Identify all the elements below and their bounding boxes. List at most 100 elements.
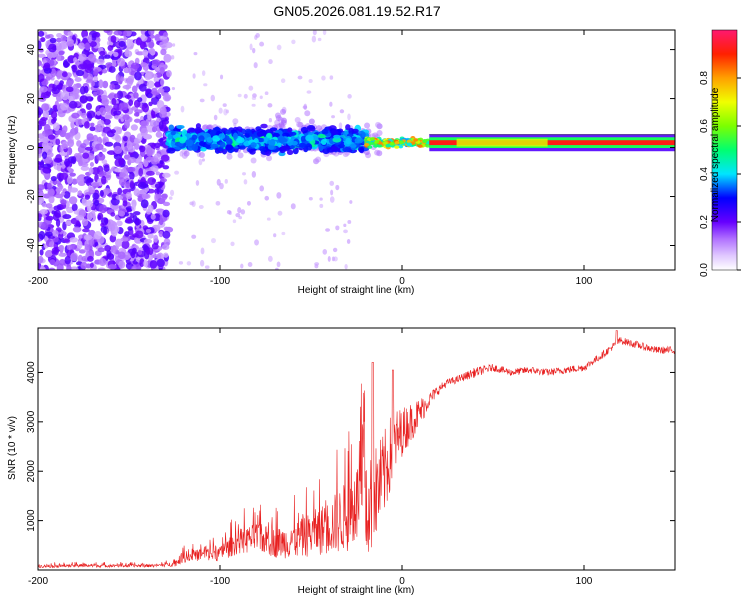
spectrogram-xtick-label: 100 xyxy=(576,276,593,287)
heat-cell xyxy=(170,130,176,136)
heat-cell xyxy=(240,209,246,215)
heat-cell xyxy=(51,247,59,256)
spectrogram-x-label: Height of straight line (km) xyxy=(298,285,415,296)
snr-xtick-label: 100 xyxy=(576,576,593,587)
heat-cell xyxy=(120,237,129,242)
heat-cell xyxy=(374,149,381,156)
heat-cell xyxy=(60,199,67,206)
heat-cell xyxy=(71,178,78,185)
heat-cell xyxy=(76,176,85,185)
heat-cell xyxy=(243,179,248,185)
heat-cell xyxy=(367,145,373,149)
heat-cell xyxy=(172,43,176,47)
heat-cell xyxy=(69,90,75,96)
heat-cell xyxy=(69,172,76,177)
heat-cell xyxy=(176,124,185,130)
heat-cell xyxy=(76,240,83,249)
heat-cell xyxy=(225,144,234,151)
heat-cell xyxy=(122,30,128,37)
heat-cell xyxy=(348,127,355,135)
heat-cell xyxy=(319,203,324,208)
heat-cell xyxy=(349,143,357,148)
heat-cell xyxy=(38,230,46,240)
heat-cell xyxy=(198,204,204,210)
heat-cell xyxy=(84,243,90,251)
heat-cell xyxy=(116,90,124,100)
heat-cell xyxy=(308,79,313,84)
heat-cell xyxy=(161,244,170,251)
heat-cell xyxy=(66,264,72,270)
spectrogram-x-ticks: -200 -100 0 100 xyxy=(28,30,593,287)
heat-cell xyxy=(228,210,232,215)
heat-cell xyxy=(321,129,329,135)
heat-cell xyxy=(124,94,132,99)
heat-cell xyxy=(64,255,71,265)
heat-cell xyxy=(407,142,413,147)
spectrogram-xtick-label: -200 xyxy=(28,276,48,287)
heat-cell xyxy=(117,57,126,67)
heat-cell xyxy=(308,118,315,125)
heat-cell xyxy=(108,66,116,73)
heat-cell xyxy=(224,179,228,184)
heat-cell xyxy=(127,226,133,231)
heat-cell xyxy=(142,49,149,57)
heat-cell xyxy=(60,102,69,111)
heat-cell xyxy=(65,86,74,93)
heat-cell xyxy=(329,101,333,107)
spectrogram-y-ticks: -40 -20 0 20 40 xyxy=(26,44,675,253)
heat-cell xyxy=(272,132,280,138)
heat-cell xyxy=(97,94,103,103)
snr-plot-area xyxy=(38,328,675,570)
heat-cell xyxy=(254,239,259,246)
heat-cell xyxy=(67,95,74,101)
heat-cell xyxy=(211,237,216,244)
heat-cell xyxy=(333,134,341,139)
heat-cell xyxy=(159,159,164,165)
heat-cell xyxy=(44,231,53,237)
heat-cell xyxy=(94,68,99,76)
heat-cell xyxy=(417,144,423,148)
heat-cell xyxy=(218,133,226,140)
heat-cell xyxy=(201,158,205,162)
heat-cell xyxy=(55,218,61,228)
heat-cell xyxy=(45,203,53,209)
heat-cell xyxy=(240,263,244,269)
heat-cell xyxy=(250,157,257,164)
heat-cell xyxy=(162,165,170,170)
heat-cell xyxy=(152,107,162,112)
heat-cell xyxy=(191,200,196,208)
heat-cell xyxy=(60,91,70,101)
heat-cell xyxy=(200,247,205,255)
heat-cell xyxy=(113,93,119,99)
heat-cell xyxy=(204,265,210,269)
heat-cell xyxy=(104,54,111,59)
snr-ytick-label: 1000 xyxy=(26,509,37,532)
heat-cell xyxy=(148,48,156,55)
heat-cell xyxy=(143,260,149,268)
heat-cell xyxy=(69,237,79,243)
heat-cell xyxy=(358,146,365,153)
heat-cell xyxy=(130,62,140,70)
heat-cell xyxy=(160,78,165,87)
heat-cell xyxy=(113,30,123,36)
heat-cell xyxy=(344,263,348,270)
heat-cell xyxy=(333,256,338,262)
heat-cell xyxy=(385,143,391,148)
heat-cell xyxy=(259,146,266,152)
heat-cell xyxy=(199,259,205,267)
heat-cell xyxy=(115,238,123,247)
heat-cell xyxy=(282,132,290,138)
heat-cell xyxy=(133,92,139,99)
heat-cell xyxy=(209,129,217,137)
heat-cell xyxy=(122,114,130,121)
carrier-bright xyxy=(456,138,548,147)
heat-cell xyxy=(111,97,117,106)
heat-cell xyxy=(126,77,133,87)
heat-cell xyxy=(398,144,404,149)
heat-cell xyxy=(250,142,257,148)
heat-cell xyxy=(48,43,57,53)
heat-cell xyxy=(38,59,42,67)
heat-cell xyxy=(117,251,126,260)
heat-cell xyxy=(199,98,205,103)
spectrogram-ytick-label: 20 xyxy=(26,93,37,105)
